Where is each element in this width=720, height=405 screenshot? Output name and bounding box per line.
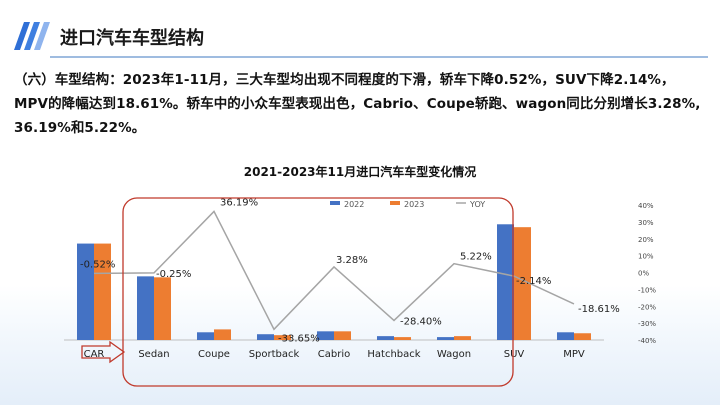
right-tick-label: 10% [638, 253, 654, 261]
page-title: 进口汽车车型结构 [60, 28, 204, 49]
x-tick-label: MPV [563, 349, 585, 360]
right-tick-label: 20% [638, 236, 654, 244]
right-axis-ticks: 40% 30% 20% 10% 0% -10% -20% -30% -40% [638, 202, 656, 345]
x-tick-label: Sportback [249, 349, 300, 360]
bar-2023-hatchback [394, 337, 411, 340]
bar-2023-sportback [274, 335, 291, 340]
right-tick-label: 40% [638, 202, 654, 210]
yoy-data-label: -33.65% [278, 333, 320, 344]
highlight-annotations [81, 197, 514, 387]
legend-label: YOY [469, 200, 485, 209]
x-tick-label: Cabrio [318, 349, 350, 360]
highlight-box [122, 197, 514, 387]
right-tick-label: 0% [638, 270, 649, 278]
header-stripes-icon [14, 22, 50, 50]
right-tick-label: -40% [638, 337, 656, 345]
bar-2022-suv [497, 224, 514, 340]
yoy-data-label: -18.61% [578, 304, 620, 315]
bar-2022-wagon [437, 337, 454, 340]
bar-2023-sedan [154, 277, 171, 340]
x-tick-label: Coupe [198, 349, 230, 360]
yoy-data-label: -28.40% [400, 316, 442, 327]
chart-title: 2021-2023年11月进口汽车车型变化情况 [243, 165, 477, 179]
yoy-line-layer: -0.52% -0.25% 36.19% -33.65% 3.28% -28.40% 5.2… [80, 197, 620, 344]
yoy-data-label: 3.28% [336, 255, 368, 266]
x-tick-label: Hatchback [367, 349, 420, 360]
bar-layer [64, 224, 604, 341]
bar-2023-suv [514, 227, 531, 340]
chart-legend: 2022 2023 YOY [330, 200, 485, 209]
bar-2023-coupe [214, 329, 231, 340]
yoy-data-label: -0.25% [156, 269, 191, 280]
x-tick-label: Sedan [138, 349, 169, 360]
bar-2022-car [77, 243, 94, 340]
yoy-data-label: 36.19% [220, 197, 258, 208]
bar-2022-hatchback [377, 336, 394, 340]
right-tick-label: -30% [638, 320, 656, 328]
bar-2022-sportback [257, 334, 274, 340]
bar-2022-coupe [197, 332, 214, 340]
yoy-line [93, 210, 575, 331]
x-axis-labels: CAR Sedan Coupe Sportback Cabrio Hatchback Wag… [84, 349, 585, 360]
bar-2023-cabrio [334, 331, 351, 340]
right-tick-label: 30% [638, 219, 654, 227]
yoy-data-label: -2.14% [516, 276, 551, 287]
yoy-data-label: 5.22% [460, 252, 492, 263]
bar-2023-mpv [574, 333, 591, 340]
section-header: 进口汽车车型结构 [0, 16, 720, 58]
legend-label: 2022 [344, 200, 364, 209]
arrow-right-icon [81, 340, 126, 364]
right-tick-label: -20% [638, 303, 656, 311]
legend-swatch-2023 [390, 201, 400, 205]
x-tick-label: Wagon [437, 349, 471, 360]
legend-swatch-2022 [330, 201, 340, 205]
bar-2022-sedan [137, 276, 154, 340]
bar-2022-mpv [557, 332, 574, 340]
summary-paragraph: （六）车型结构：2023年1-11月，三大车型均出现不同程度的下滑，轿车下降0.… [14, 72, 701, 136]
bar-2023-wagon [454, 336, 471, 340]
city-skyline-background [0, 285, 720, 405]
header-divider [50, 56, 708, 58]
bar-2023-car [94, 243, 111, 340]
bar-2022-cabrio [317, 331, 334, 340]
x-tick-label: CAR [84, 349, 105, 360]
right-tick-label: -10% [638, 286, 656, 294]
legend-label: 2023 [404, 200, 424, 209]
yoy-data-label: -0.52% [80, 259, 115, 270]
x-tick-label: SUV [504, 349, 525, 360]
